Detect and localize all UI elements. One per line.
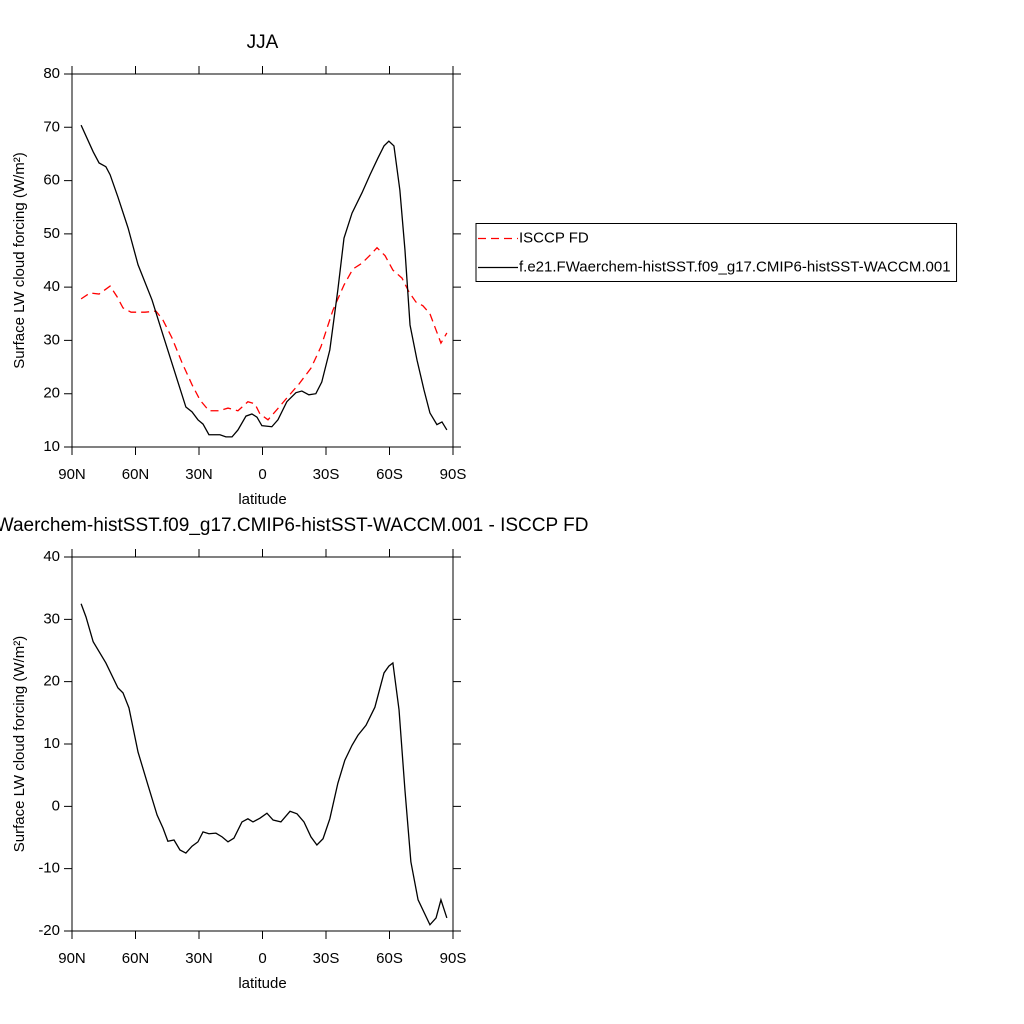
x-tick-label: 90N — [58, 950, 86, 967]
legend-label: f.e21.FWaerchem-histSST.f09_g17.CMIP6-hi… — [519, 258, 951, 275]
legend-label: ISCCP FD — [519, 229, 589, 246]
chart-title: f.e21.FWaerchem-histSST.f09_g17.CMIP6-hi… — [0, 515, 588, 536]
plot-frame — [71, 73, 454, 448]
x-tick-label: 60N — [122, 466, 150, 483]
x-axis-label: latitude — [238, 491, 286, 508]
y-tick-label: 70 — [43, 118, 60, 135]
y-tick-label: 50 — [43, 225, 60, 242]
x-axis-label: latitude — [238, 975, 286, 992]
y-tick-label: 0 — [52, 797, 60, 814]
data-line — [80, 603, 448, 926]
data-line — [80, 246, 448, 421]
x-tick-label: 30S — [313, 950, 340, 967]
x-tick-label: 90S — [440, 950, 467, 967]
y-axis-label: Surface LW cloud forcing (W/m²) — [11, 636, 28, 852]
y-tick-label: -10 — [38, 860, 60, 877]
data-line — [80, 124, 448, 438]
y-tick-label: 30 — [43, 331, 60, 348]
y-tick-label: 40 — [43, 548, 60, 565]
y-axis-label: Surface LW cloud forcing (W/m²) — [11, 152, 28, 368]
x-tick-label: 60S — [376, 950, 403, 967]
y-tick-label: 30 — [43, 610, 60, 627]
plot-frame — [71, 556, 454, 932]
chart-title: JJA — [247, 32, 279, 53]
x-tick-label: 90N — [58, 466, 86, 483]
x-tick-label: 90S — [440, 466, 467, 483]
x-tick-label: 30S — [313, 466, 340, 483]
y-tick-label: 40 — [43, 278, 60, 295]
y-tick-label: 20 — [43, 385, 60, 402]
y-tick-label: 20 — [43, 673, 60, 690]
y-tick-label: 10 — [43, 438, 60, 455]
x-tick-label: 0 — [258, 466, 266, 483]
y-tick-label: 60 — [43, 172, 60, 189]
legend: ISCCP FD f.e21.FWaerchem-histSST.f09_g17.… — [475, 223, 958, 282]
x-tick-label: 0 — [258, 950, 266, 967]
y-tick-label: -20 — [38, 922, 60, 939]
legend-box — [475, 223, 958, 282]
y-tick-label: 80 — [43, 65, 60, 82]
x-tick-label: 60N — [122, 950, 150, 967]
y-tick-label: 10 — [43, 735, 60, 752]
x-tick-label: 60S — [376, 466, 403, 483]
x-tick-label: 30N — [185, 950, 213, 967]
x-tick-label: 30N — [185, 466, 213, 483]
